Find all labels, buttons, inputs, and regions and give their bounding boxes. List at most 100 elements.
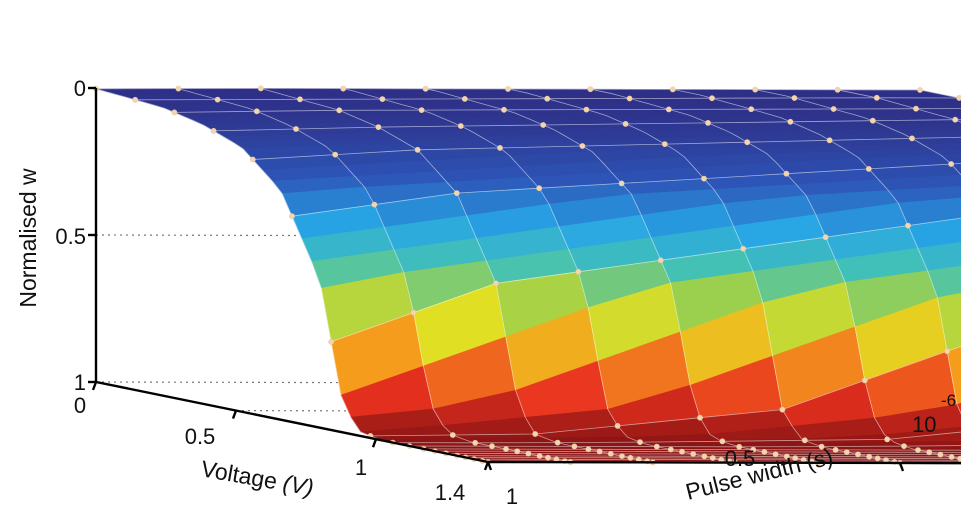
z-axis-title: Normalised w [15, 168, 41, 308]
data-point [472, 439, 479, 446]
voltage-axis-title-group: Voltage (V) [199, 455, 316, 500]
data-point [873, 94, 880, 101]
data-point [505, 86, 511, 92]
data-point [457, 123, 464, 129]
data-point [585, 446, 592, 453]
data-point [752, 86, 759, 93]
svg-text:Voltage (V): Voltage (V) [199, 455, 316, 500]
data-point [614, 422, 621, 429]
data-point [865, 165, 872, 172]
data-point [297, 96, 303, 103]
data-point [866, 453, 873, 460]
data-point [336, 107, 343, 114]
data-point [340, 85, 347, 92]
data-point [843, 449, 850, 455]
data-point [913, 105, 919, 112]
data-point [783, 453, 790, 460]
voltage-axis-unit: (V) [281, 470, 316, 501]
data-point [253, 108, 260, 115]
data-point [832, 446, 839, 453]
voltage-axis-title: Voltage [199, 455, 279, 494]
data-point [587, 86, 594, 93]
data-point [709, 95, 715, 102]
data-point [328, 338, 335, 345]
data-point [536, 185, 543, 192]
data-point [171, 109, 178, 116]
data-point [834, 86, 841, 93]
data-point [637, 439, 643, 445]
data-point [948, 161, 955, 167]
data-point [214, 96, 221, 103]
data-point [861, 377, 868, 384]
data-point [761, 448, 768, 455]
data-point [709, 455, 716, 461]
data-point [779, 406, 786, 413]
data-point [554, 439, 561, 446]
data-point [532, 431, 539, 437]
data-point [801, 437, 808, 444]
data-point [901, 443, 907, 449]
data-point [957, 455, 961, 462]
voltage-tick-mark [91, 381, 98, 391]
data-point [697, 414, 703, 421]
data-point [210, 127, 217, 134]
data-point [414, 146, 421, 153]
pulse-tick-label: 10 [912, 412, 936, 437]
data-point [293, 126, 299, 132]
data-point [665, 106, 672, 113]
pulse-tick-mark [486, 461, 493, 471]
data-point [489, 443, 495, 450]
data-point [453, 190, 460, 196]
data-point [501, 106, 507, 113]
data-point [653, 443, 660, 450]
pulse-tick-label: 0.5 [725, 446, 756, 471]
data-point [175, 85, 182, 92]
data-point [619, 453, 625, 459]
data-point [657, 257, 664, 264]
pulse-exponent-label: -6 [941, 391, 956, 410]
surface-patch [517, 90, 611, 94]
data-point [545, 454, 551, 461]
voltage-tick-label: 0.5 [185, 424, 216, 449]
data-point [669, 86, 676, 93]
data-point [627, 454, 634, 461]
data-point [514, 448, 521, 455]
data-point [690, 451, 697, 457]
data-point [822, 234, 829, 241]
data-point [701, 453, 708, 460]
data-point [917, 87, 923, 93]
axes [88, 86, 961, 472]
data-point [905, 222, 911, 229]
data-markers [93, 85, 961, 466]
data-point [461, 96, 468, 102]
data-point [909, 135, 915, 142]
voltage-axis-line [95, 380, 489, 464]
data-point [944, 348, 951, 355]
data-point [855, 451, 861, 458]
data-point [371, 201, 378, 208]
data-point [783, 170, 790, 177]
data-point [826, 137, 833, 144]
data-point [926, 449, 933, 456]
data-point [536, 452, 543, 459]
voltage-tick-mark [231, 410, 238, 419]
data-point [719, 438, 726, 445]
data-point [418, 107, 425, 113]
data-point [915, 447, 921, 453]
pulse-tick-label: 1 [506, 484, 518, 509]
z-tick-label: 0.5 [55, 224, 86, 249]
data-point [607, 450, 614, 457]
data-point [289, 213, 295, 220]
surface-patch [896, 102, 961, 107]
data-point [701, 175, 707, 182]
data-point [792, 455, 799, 462]
data-point [375, 124, 382, 130]
data-point [740, 245, 747, 252]
data-point [952, 116, 959, 123]
data-point [791, 95, 798, 101]
data-point [571, 443, 578, 450]
data-point [540, 122, 547, 128]
data-point [379, 96, 386, 102]
data-point [736, 443, 743, 450]
data-point [830, 106, 837, 112]
